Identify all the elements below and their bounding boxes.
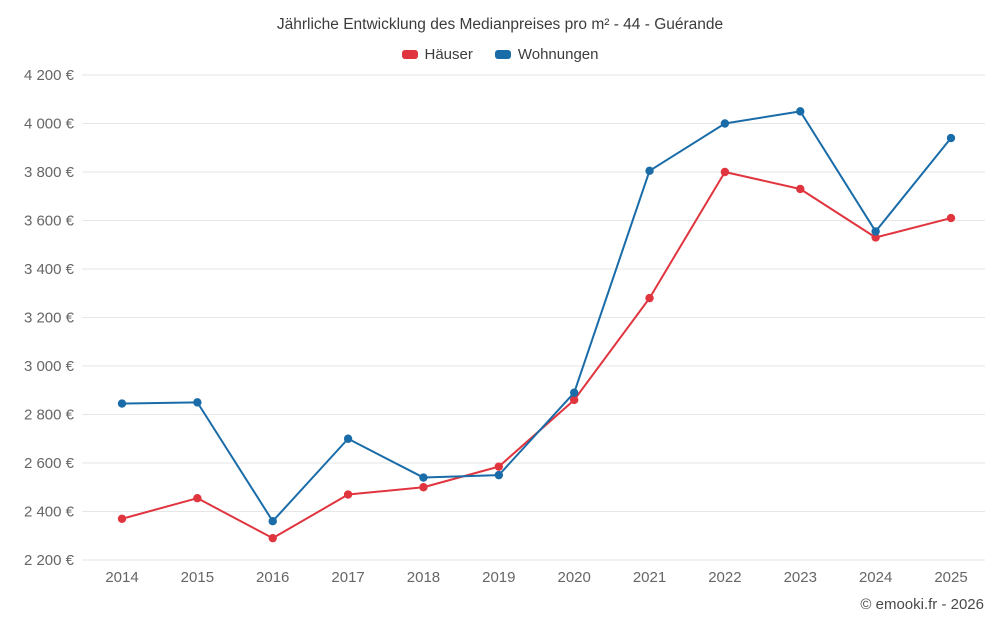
data-point-häuser-2017[interactable] [343,490,353,499]
x-axis-tick-label: 2023 [784,569,817,586]
y-axis-tick-label: 4 000 € [24,116,75,133]
x-axis-tick-label: 2019 [482,569,515,586]
data-point-häuser-2025[interactable] [946,213,956,223]
y-axis-tick-label: 4 200 € [24,67,75,84]
data-point-wohnungen-2017[interactable] [343,434,353,443]
y-axis-tick-label: 3 600 € [24,213,75,230]
legend-item-wohnungen[interactable]: Wohnungen [494,46,599,63]
data-point-häuser-2020[interactable] [569,395,579,405]
legend-label-hauser: Häuser [424,46,473,63]
series-line-wohnungen [121,110,952,523]
x-axis-tick-label: 2017 [331,569,364,586]
data-point-wohnungen-2023[interactable] [796,107,805,116]
y-axis-tick-label: 2 400 € [24,504,75,521]
x-axis-tick-label: 2025 [934,569,967,586]
x-axis-tick-label: 2015 [181,569,214,586]
y-axis-tick-label: 3 200 € [24,310,75,327]
x-axis-tick-label: 2024 [859,569,892,586]
data-point-häuser-2021[interactable] [645,293,654,303]
series-line-häuser [121,171,952,540]
y-axis-tick-label: 3 400 € [24,261,75,278]
data-point-wohnungen-2022[interactable] [720,119,730,128]
chart-legend: Häuser Wohnungen [0,46,1000,63]
data-point-wohnungen-2018[interactable] [419,473,428,482]
data-point-wohnungen-2015[interactable] [193,398,202,407]
data-point-häuser-2014[interactable] [117,514,127,523]
data-point-wohnungen-2016[interactable] [268,517,277,526]
x-axis-tick-label: 2022 [708,569,741,586]
legend-label-wohnungen: Wohnungen [517,46,599,63]
x-axis-tick-label: 2016 [256,569,289,586]
x-axis-tick-label: 2018 [407,569,440,586]
copyright-text: © emooki.fr - 2026 [860,596,984,613]
data-point-häuser-2022[interactable] [720,167,730,177]
data-point-wohnungen-2025[interactable] [946,133,956,143]
y-axis-tick-label: 3 800 € [24,164,75,181]
data-point-häuser-2019[interactable] [494,462,504,471]
wohnungen-series-swatch-icon [494,50,511,59]
x-axis-tick-label: 2020 [557,569,590,586]
y-axis-tick-label: 3 000 € [24,358,75,375]
data-point-häuser-2024[interactable] [871,233,880,242]
chart-title: Jährliche Entwicklung des Medianpreises … [276,16,724,33]
y-axis-tick-label: 2 200 € [24,552,75,569]
legend-item-hauser[interactable]: Häuser [401,46,473,63]
hauser-series-swatch-icon [401,50,418,59]
data-point-wohnungen-2021[interactable] [645,166,654,175]
data-point-wohnungen-2020[interactable] [569,388,579,397]
data-point-häuser-2018[interactable] [419,483,428,492]
x-axis-tick-label: 2021 [633,569,666,586]
data-point-häuser-2016[interactable] [268,533,277,543]
data-point-wohnungen-2024[interactable] [871,227,880,236]
data-point-wohnungen-2019[interactable] [494,470,504,480]
x-axis-tick-label: 2014 [105,569,138,586]
data-point-wohnungen-2014[interactable] [117,399,127,408]
data-point-häuser-2023[interactable] [796,184,805,194]
y-axis-tick-label: 2 600 € [24,455,75,472]
y-axis-tick-label: 2 800 € [24,407,75,424]
data-point-häuser-2015[interactable] [193,493,202,503]
